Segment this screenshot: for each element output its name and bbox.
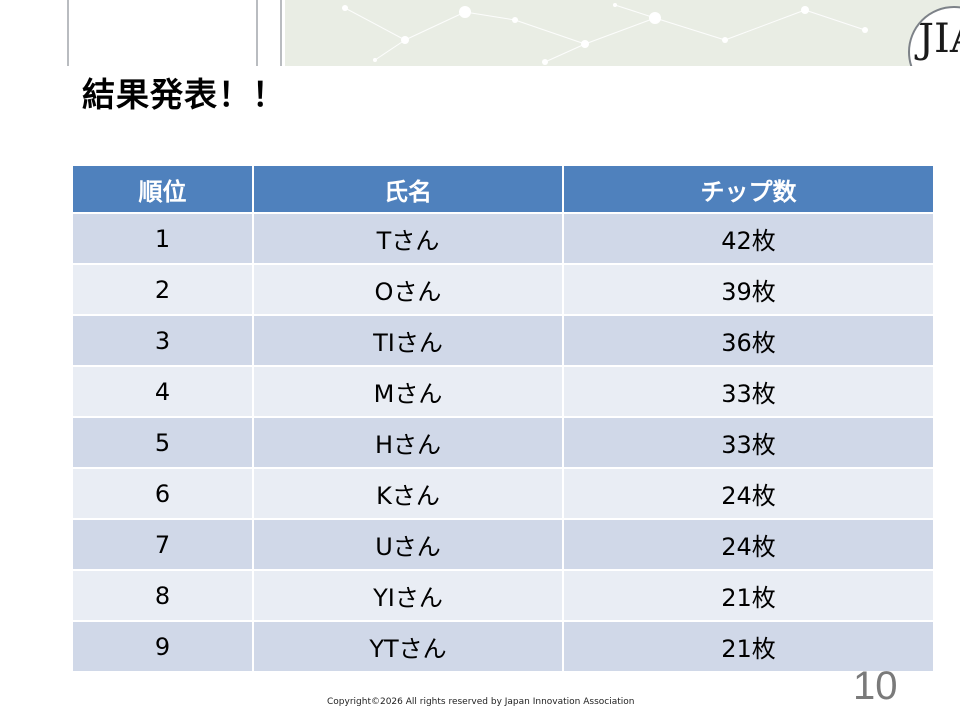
table-row: 1 Tさん 42枚 bbox=[73, 213, 933, 265]
table-header-row: 順位 氏名 チップ数 bbox=[73, 166, 933, 214]
name-cell: Oさん bbox=[253, 264, 564, 316]
rank-cell: 8 bbox=[73, 570, 254, 622]
table-row: 4 Mさん 33枚 bbox=[73, 366, 933, 418]
chips-cell: 36枚 bbox=[563, 315, 933, 367]
name-cell: Uさん bbox=[253, 519, 564, 571]
chips-cell: 24枚 bbox=[563, 519, 933, 571]
table-row: 3 TIさん 36枚 bbox=[73, 315, 933, 367]
copyright-footer: Copyright©2026 All rights reserved by Ja… bbox=[327, 697, 635, 707]
chips-cell: 33枚 bbox=[563, 417, 933, 469]
chips-cell: 21枚 bbox=[563, 570, 933, 622]
header-banner: JIA bbox=[0, 0, 960, 66]
column-header-rank: 順位 bbox=[73, 166, 254, 214]
chips-cell: 24枚 bbox=[563, 468, 933, 520]
slide-title: 結果発表！！ bbox=[82, 75, 286, 114]
name-cell: TIさん bbox=[253, 315, 564, 367]
rank-cell: 4 bbox=[73, 366, 254, 418]
rank-cell: 1 bbox=[73, 213, 254, 265]
name-cell: Kさん bbox=[253, 468, 564, 520]
jia-logo: JIA bbox=[908, 6, 960, 66]
name-cell: YIさん bbox=[253, 570, 564, 622]
divider-line bbox=[256, 0, 258, 66]
divider-line bbox=[280, 0, 282, 66]
network-pattern-background: JIA bbox=[285, 0, 960, 66]
network-pattern-graphic bbox=[342, 3, 868, 65]
divider-line bbox=[67, 0, 69, 66]
logo-text: JIA bbox=[918, 16, 960, 62]
chips-cell: 33枚 bbox=[563, 366, 933, 418]
column-header-name: 氏名 bbox=[253, 166, 564, 214]
table-row: 2 Oさん 39枚 bbox=[73, 264, 933, 316]
chips-cell: 21枚 bbox=[563, 621, 933, 673]
name-cell: YTさん bbox=[253, 621, 564, 673]
table-row: 7 Uさん 24枚 bbox=[73, 519, 933, 571]
results-table: 順位 氏名 チップ数 1 Tさん 42枚 2 Oさん 39枚 3 TIさん 36… bbox=[73, 166, 933, 673]
page-number: 10 bbox=[853, 664, 898, 708]
table-row: 6 Kさん 24枚 bbox=[73, 468, 933, 520]
name-cell: Hさん bbox=[253, 417, 564, 469]
chips-cell: 39枚 bbox=[563, 264, 933, 316]
table-row: 8 YIさん 21枚 bbox=[73, 570, 933, 622]
table-row: 5 Hさん 33枚 bbox=[73, 417, 933, 469]
rank-cell: 9 bbox=[73, 621, 254, 673]
rank-cell: 7 bbox=[73, 519, 254, 571]
chips-cell: 42枚 bbox=[563, 213, 933, 265]
rank-cell: 3 bbox=[73, 315, 254, 367]
rank-cell: 5 bbox=[73, 417, 254, 469]
rank-cell: 2 bbox=[73, 264, 254, 316]
table-row: 9 YTさん 21枚 bbox=[73, 621, 933, 673]
name-cell: Tさん bbox=[253, 213, 564, 265]
column-header-chips: チップ数 bbox=[563, 166, 933, 214]
name-cell: Mさん bbox=[253, 366, 564, 418]
rank-cell: 6 bbox=[73, 468, 254, 520]
